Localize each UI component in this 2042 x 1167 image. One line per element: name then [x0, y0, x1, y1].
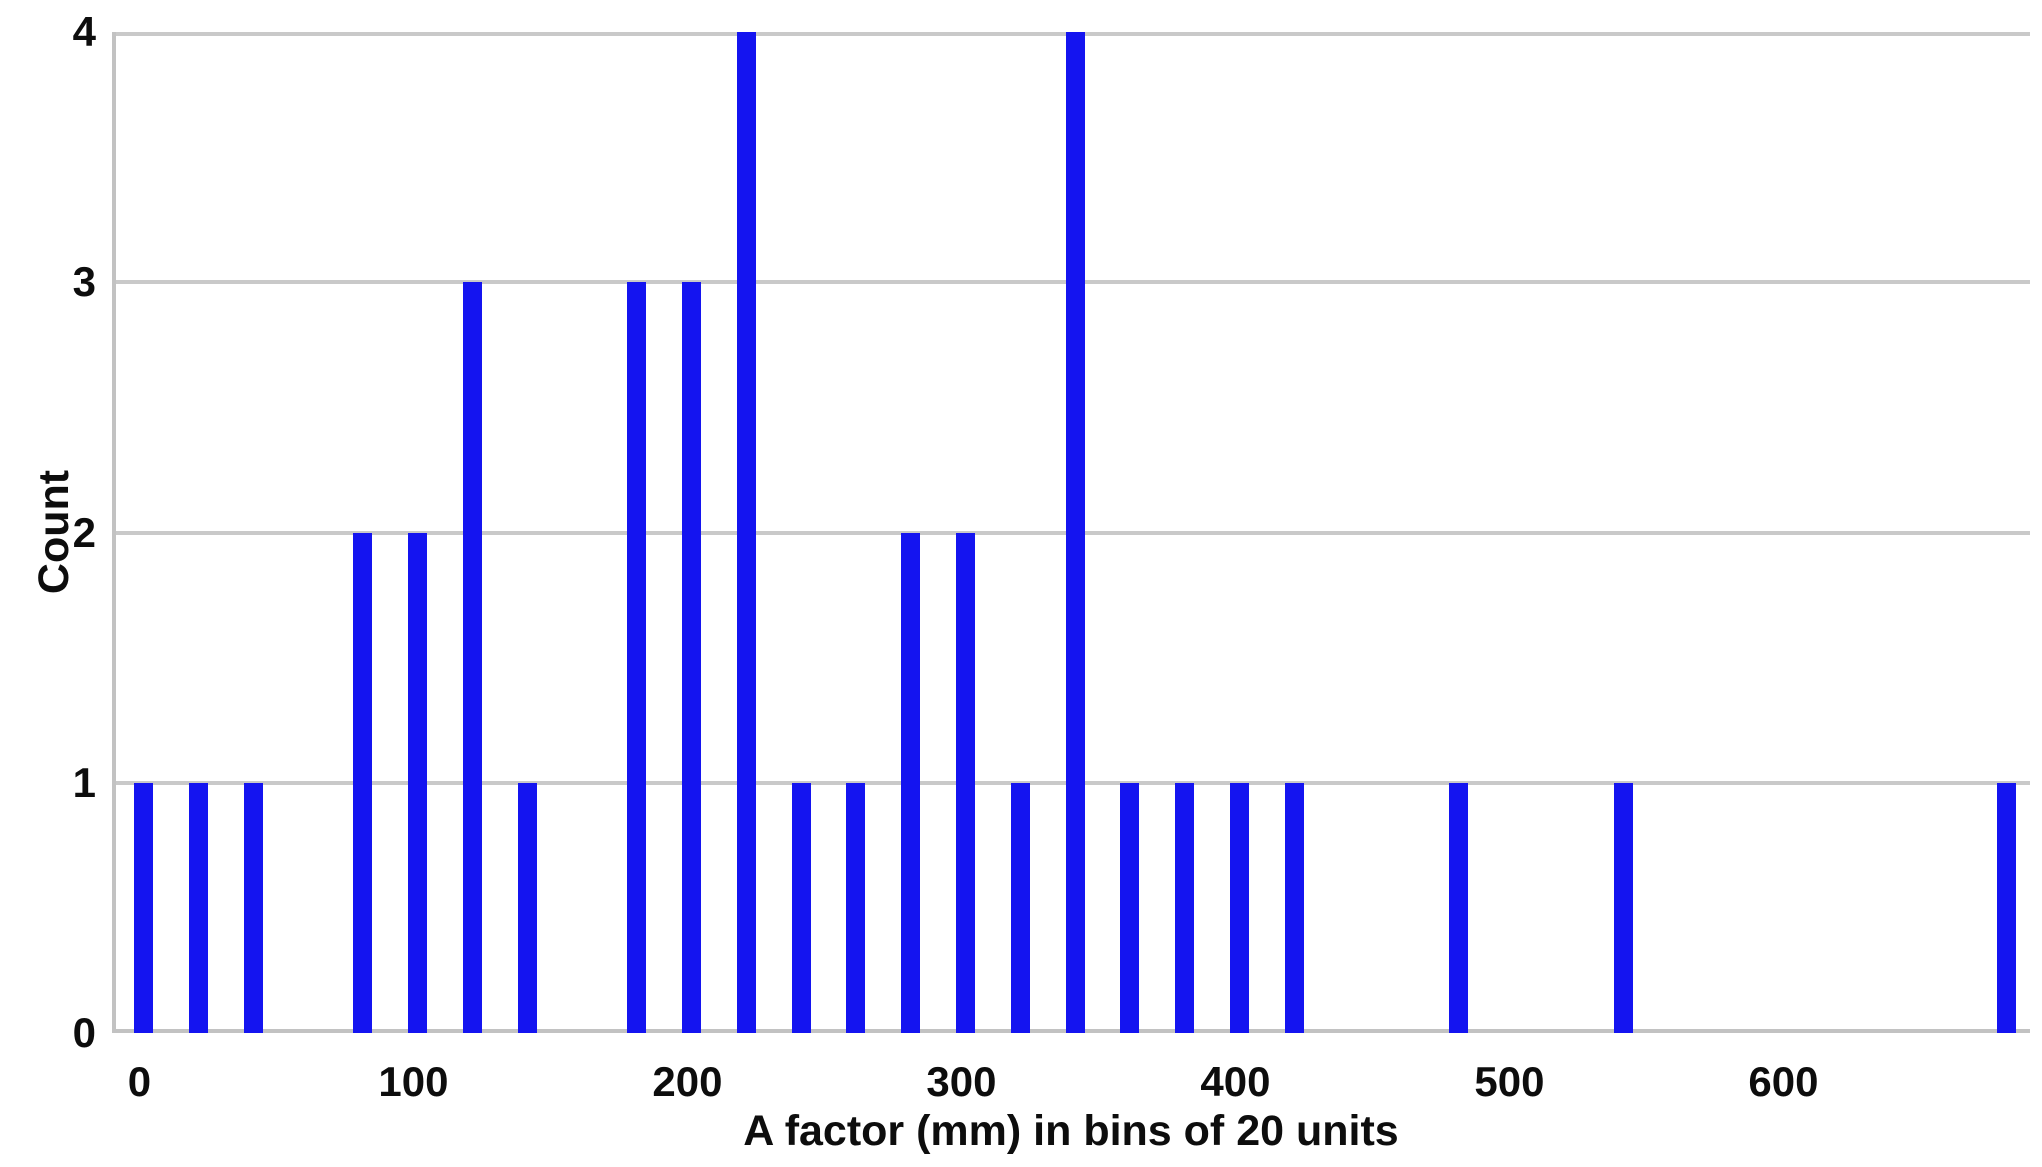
bar-bin-380 [1175, 782, 1195, 1033]
bar-bin-340 [1065, 32, 1085, 1033]
y-tick-label-2: 2 [72, 508, 96, 556]
bar-bin-400 [1229, 782, 1249, 1033]
bar-bin-480 [1449, 782, 1469, 1033]
x-tick-label-100: 100 [378, 1058, 449, 1105]
x-axis-title: A factor (mm) in bins of 20 units [743, 1107, 1399, 1155]
bar-bin-140 [517, 782, 537, 1033]
y-tick-label-4: 4 [72, 8, 96, 55]
plot-area [112, 32, 2030, 1033]
y-tick-label-1: 1 [72, 758, 96, 806]
x-tick-label-300: 300 [926, 1058, 997, 1105]
bar-bin-260 [846, 782, 866, 1033]
bar-bin-200 [681, 282, 701, 1033]
bar-bin-80 [353, 532, 373, 1033]
bar-bin-420 [1284, 782, 1304, 1033]
x-tick-label-500: 500 [1474, 1058, 1545, 1105]
bar-bin-680 [1997, 782, 2017, 1033]
y-tick-label-3: 3 [72, 258, 96, 306]
x-tick-label-400: 400 [1200, 1058, 1271, 1105]
bar-bin-320 [1010, 782, 1030, 1033]
bar-bin-180 [627, 282, 647, 1033]
bar-bin-240 [791, 782, 811, 1033]
bar-bin-0 [133, 782, 153, 1033]
bar-bin-300 [955, 532, 975, 1033]
x-tick-label-600: 600 [1748, 1058, 1819, 1105]
y-tick-label-0: 0 [72, 1009, 96, 1056]
bar-bin-20 [188, 782, 208, 1033]
bar-bin-100 [407, 532, 427, 1033]
bar-bin-220 [736, 32, 756, 1033]
bar-bin-40 [243, 782, 263, 1033]
x-tick-label-200: 200 [652, 1058, 723, 1105]
bar-bin-120 [462, 282, 482, 1033]
x-tick-label-0: 0 [127, 1058, 152, 1105]
bar-bin-360 [1120, 782, 1140, 1033]
bar-bin-540 [1613, 782, 1633, 1033]
bar-bin-280 [901, 532, 921, 1033]
